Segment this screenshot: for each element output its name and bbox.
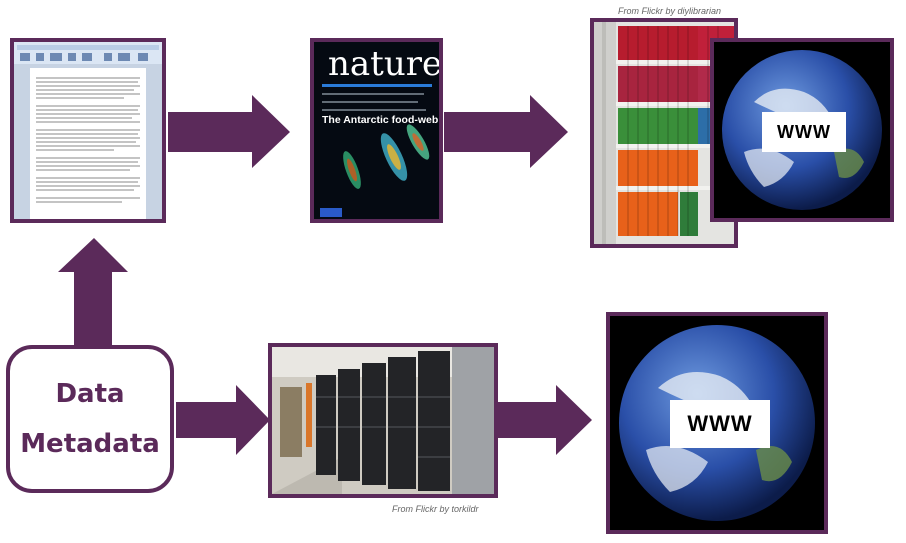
journal-masthead: nature [328,44,443,84]
arrow-data-up [58,238,128,345]
server-photo-caption: From Flickr by torkildr [392,504,479,514]
journal-cover-image [314,42,439,219]
library-photo-caption: From Flickr by diylibrarian [618,6,722,16]
document-image [14,42,162,219]
journal-cover-headline: The Antarctic food-web [322,114,439,126]
web-globe-bottom: WWW [606,312,828,534]
server-room-photo [268,343,498,498]
www-label-bottom: WWW [670,400,770,448]
arrow-document-to-journal [168,95,290,168]
metadata-label: Metadata [20,429,160,459]
data-metadata-box: Data Metadata [6,345,174,493]
arrow-servers-to-web [498,385,592,455]
www-label-top: WWW [762,112,846,152]
journal-cover: nature The Antarctic food-web [310,38,443,223]
arrow-journal-to-library [444,95,568,168]
data-label: Data [55,379,125,409]
document-thumbnail [10,38,166,223]
arrow-data-to-servers [176,385,270,455]
web-globe-top: WWW [710,38,894,222]
server-room-image [272,347,494,494]
